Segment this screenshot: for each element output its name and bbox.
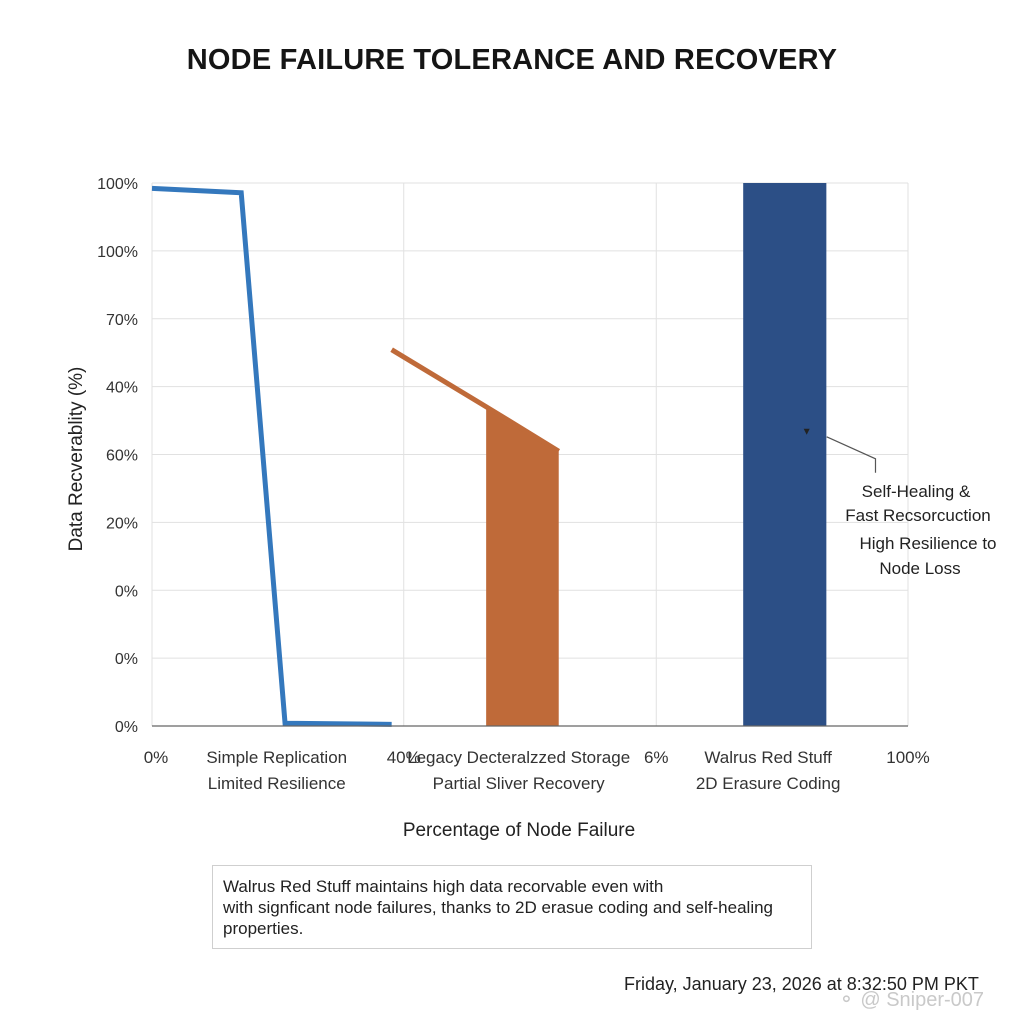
- y-tick-label: 100%: [97, 244, 138, 261]
- y-tick-label: 60%: [106, 448, 138, 465]
- area-legacy-storage: [486, 406, 559, 726]
- x-axis-label: Percentage of Node Failure: [403, 820, 635, 841]
- y-tick-label: 0%: [115, 583, 138, 600]
- annotation-text: Node Loss: [879, 559, 960, 578]
- y-tick-label: 0%: [115, 651, 138, 668]
- category-sublabel: Limited Resilience: [208, 774, 346, 793]
- bar-walrus-red-stuff: [743, 183, 827, 726]
- annotation-text: Self-Healing &: [862, 482, 971, 501]
- annotation-marker: [803, 428, 810, 435]
- annotation-text: Fast Recsorcuction: [845, 506, 991, 525]
- category-label: Legacy Decteralzzed Storage: [407, 748, 630, 767]
- caption-line: Walrus Red Stuff maintains high data rec…: [223, 877, 664, 896]
- y-tick-label: 70%: [106, 312, 138, 329]
- y-tick-label: 40%: [106, 380, 138, 397]
- chart-title: NODE FAILURE TOLERANCE AND RECOVERY: [186, 44, 838, 76]
- x-tick-label: 0%: [144, 748, 169, 767]
- series-line-legacy-decentralized-storage: [390, 347, 561, 454]
- watermark-text: Sniper-007: [886, 989, 985, 1011]
- watermark: ⚬ @ Sniper-007: [838, 989, 985, 1011]
- caption-line: properties.: [223, 919, 304, 938]
- y-tick-label: 20%: [106, 515, 138, 532]
- category-label: Simple Replication: [206, 748, 347, 767]
- category-sublabel: 2D Erasure Coding: [696, 774, 841, 793]
- timestamp: Friday, January 23, 2026 at 8:32:50 PM P…: [624, 974, 979, 994]
- series-layer: [151, 183, 827, 727]
- x-tick-label: 100%: [886, 748, 929, 767]
- annotation-layer: Self-Healing & Fast Recsorcuction High Res…: [803, 428, 997, 578]
- caption-line: with signficant node failures, thanks to…: [223, 898, 774, 917]
- fill-layer: [486, 406, 559, 726]
- annotation-text: High Resilience to: [859, 534, 996, 553]
- x-tick-label: 6%: [644, 748, 669, 767]
- y-tick-label: 0%: [115, 719, 138, 736]
- category-label: Walrus Red Stuff: [704, 748, 832, 767]
- series-line-simple-replication: [151, 185, 392, 727]
- category-sublabel: Partial Sliver Recovery: [433, 774, 605, 793]
- x-tick-label: 40%: [387, 748, 421, 767]
- y-axis-label: Data Recverablity (%): [66, 367, 87, 552]
- y-tick-label: 100%: [97, 176, 138, 193]
- annotation-leader-line: [826, 436, 877, 473]
- caption-box: Walrus Red Stuff maintains high data rec…: [212, 865, 812, 949]
- chart-svg: 100% 100% 70% 40% 60% 20% 0% 0% 0% 0% 40% 6% 100% Sim…: [66, 176, 997, 841]
- axes: 100% 100% 70% 40% 60% 20% 0% 0% 0% 0% 40% 6% 100% Sim…: [97, 176, 930, 793]
